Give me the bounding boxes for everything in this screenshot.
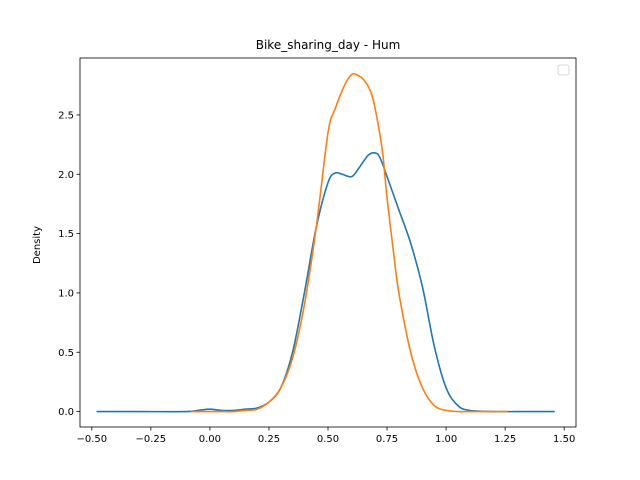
y-tick-label: 1.5 [58,229,74,240]
x-tick-label: 1.25 [494,434,516,445]
y-tick-label: 2.5 [58,110,74,121]
x-tick-label: 0.75 [376,434,398,445]
x-tick-label: 1.50 [553,434,575,445]
x-tick-label: 0.25 [258,434,280,445]
x-tick-label: −0.50 [76,434,107,445]
x-axis-ticks: −0.50 −0.25 0.00 0.25 0.50 0.75 1.00 1.25 1.50 [76,427,575,445]
x-tick-label: 0.00 [199,434,221,445]
density-line-2 [191,72,508,413]
y-axis-ticks: 0.0 0.5 1.0 1.5 2.0 2.5 [58,110,80,418]
legend-box [557,64,570,76]
series-layer [96,72,555,413]
legend[interactable] [557,64,570,76]
density-line-1 [96,151,555,413]
x-tick-label: 0.50 [317,434,339,445]
y-axis-label: Density [32,226,43,264]
y-tick-label: 1.0 [58,288,74,299]
y-tick-label: 2.0 [58,170,74,181]
y-tick-label: 0.5 [58,348,74,359]
x-tick-label: −0.25 [136,434,167,445]
y-tick-label: 0.0 [58,407,74,418]
chart-title: Bike_sharing_day - Hum [256,38,401,52]
x-tick-label: 1.00 [435,434,457,445]
